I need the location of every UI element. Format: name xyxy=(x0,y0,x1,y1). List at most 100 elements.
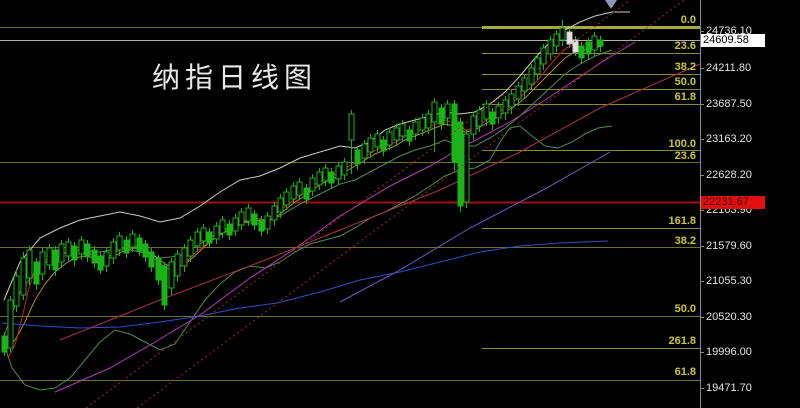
candle-body xyxy=(559,27,566,41)
candle-body xyxy=(84,243,91,258)
candle-body xyxy=(161,265,168,306)
candle-body xyxy=(335,165,342,180)
candle-body xyxy=(374,133,381,148)
candle-body xyxy=(65,241,72,257)
candle-body xyxy=(116,235,123,251)
candle-body xyxy=(367,137,374,153)
candle-body xyxy=(91,249,98,264)
candle-body xyxy=(528,67,535,85)
candle-body xyxy=(264,215,271,230)
price-label: 23687.50 xyxy=(706,98,752,110)
candle-body xyxy=(155,257,162,281)
last-price-box: 24609.58 xyxy=(701,34,765,47)
candle-body xyxy=(290,185,297,200)
candle-body xyxy=(7,299,14,349)
price-label: 21579.60 xyxy=(706,240,752,252)
candle-body xyxy=(393,127,400,141)
candle-body xyxy=(71,245,78,261)
candle-body xyxy=(52,249,59,271)
candle-body xyxy=(20,257,27,296)
price-label: 21055.30 xyxy=(706,275,752,287)
candle-body xyxy=(463,133,470,203)
candle-body xyxy=(521,77,528,92)
chart-title: 纳指日线图 xyxy=(152,62,318,93)
candle-body xyxy=(39,251,46,275)
ma-blue xyxy=(1,240,609,329)
candle-body xyxy=(572,39,579,53)
candle-body xyxy=(348,113,355,141)
candle-body xyxy=(226,223,233,236)
candle-body xyxy=(553,33,560,47)
candle-body xyxy=(419,117,426,131)
channel-dotted-2 xyxy=(136,0,685,408)
price-label: 23163.20 xyxy=(706,133,752,145)
candle-body xyxy=(476,109,483,127)
candle-body xyxy=(508,93,515,108)
candle-body xyxy=(380,139,387,152)
fib-level-label: 61.8 xyxy=(674,366,696,378)
candle-body xyxy=(540,47,547,65)
candle-body xyxy=(46,247,53,266)
fib-level-label: 50.0 xyxy=(674,303,696,315)
candle-body xyxy=(123,239,130,254)
candle-body xyxy=(33,261,40,285)
candle-body xyxy=(597,39,604,47)
candle-body xyxy=(399,123,406,137)
fib-level-label: 261.8 xyxy=(668,335,696,347)
candle-body xyxy=(566,31,573,45)
candle-body xyxy=(591,35,598,51)
candle-body xyxy=(425,113,432,129)
candle-body xyxy=(296,181,303,196)
candle-body xyxy=(303,187,310,200)
candle-body xyxy=(316,171,323,186)
price-label: 19996.00 xyxy=(706,346,752,358)
candle-body xyxy=(431,101,438,123)
candle-body xyxy=(483,103,490,120)
price-label: 22628.20 xyxy=(706,169,752,181)
ma-magenta xyxy=(54,41,636,393)
trendline-crimson xyxy=(59,63,701,341)
candle-body xyxy=(444,103,451,119)
fib-level-label: 100.0 xyxy=(668,138,696,150)
candle-body xyxy=(341,161,348,176)
candle-body xyxy=(361,143,368,159)
channel-dotted-1 xyxy=(85,0,631,408)
candle-body xyxy=(515,85,522,100)
candle-body xyxy=(78,239,85,255)
candle-body xyxy=(309,177,316,192)
candle-body xyxy=(200,227,207,242)
candle-body xyxy=(110,241,117,259)
price-label: 24211.80 xyxy=(706,62,752,74)
candle-body xyxy=(58,243,65,263)
bollinger-lower xyxy=(3,125,613,391)
candle-body xyxy=(174,253,181,277)
candle-body xyxy=(103,251,110,267)
candle-body xyxy=(277,197,284,213)
candle-body xyxy=(585,41,592,55)
ma-violet xyxy=(339,151,611,303)
candle-body xyxy=(1,335,8,353)
fib-level-label: 50.0 xyxy=(674,76,696,88)
candle-body xyxy=(412,121,419,135)
candle-body xyxy=(148,251,155,268)
price-label: 20520.30 xyxy=(706,311,752,323)
candle-body xyxy=(194,231,201,247)
candle-body xyxy=(406,129,413,142)
candle-body xyxy=(232,217,239,232)
candle-body xyxy=(97,255,104,271)
candle-body xyxy=(213,225,220,240)
candle-body xyxy=(142,243,149,258)
candle-body xyxy=(283,191,290,206)
cursor-arrow-icon[interactable] xyxy=(605,0,617,9)
fib-level-label: 161.8 xyxy=(668,215,696,227)
fib-level-label: 38.2 xyxy=(674,235,696,247)
candle-body xyxy=(26,249,33,279)
candle-body xyxy=(219,219,226,234)
candle-body xyxy=(457,121,464,207)
candle-body xyxy=(328,171,335,184)
candle-body xyxy=(136,237,143,252)
candle-body xyxy=(271,205,278,221)
candle-body xyxy=(489,111,496,125)
